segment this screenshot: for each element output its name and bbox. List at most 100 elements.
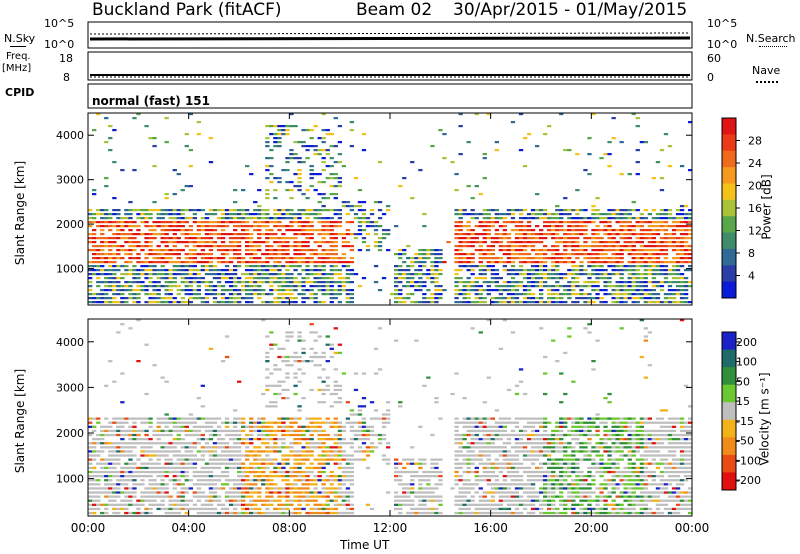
heatmap-cell [329,392,334,396]
heatmap-cell [228,503,234,506]
heatmap-cell [241,438,246,441]
heatmap-cell [313,425,318,428]
heatmap-cell [152,364,157,367]
heatmap-cell [635,285,640,288]
heatmap-cell [414,511,419,515]
heatmap-cell [249,466,254,470]
heatmap-cell [297,177,302,180]
heatmap-cell [494,149,500,152]
heatmap-cell [216,495,222,498]
heatmap-cell [349,273,355,276]
heatmap-cell [466,213,471,216]
heatmap-cell [506,245,512,248]
heatmap-cell [152,253,157,256]
heatmap-cell [539,249,544,252]
heatmap-cell [611,245,616,248]
heatmap-cell [92,273,97,276]
heatmap-cell [317,491,322,494]
heatmap-cell [655,233,661,236]
heatmap-cell [148,277,153,280]
heatmap-cell [337,257,343,260]
heatmap-cell [309,173,314,176]
heatmap-cell [349,454,355,457]
heatmap-cell [458,153,463,156]
heatmap-cell [426,273,431,276]
heatmap-cell [490,245,496,248]
heatmap-cell [116,442,121,445]
heatmap-cell [196,277,202,280]
heatmap-cell [526,470,532,474]
heatmap-cell [156,261,161,264]
heatmap-cell [490,503,496,506]
heatmap-cell [88,470,93,474]
heatmap-cell [212,483,218,486]
heatmap-cell [184,221,189,224]
heatmap-cell [168,495,173,498]
heatmap-cell [144,343,149,346]
heatmap-cell [208,450,214,453]
heatmap-cell [132,221,137,224]
heatmap-cell [224,297,230,300]
heatmap-cell [329,425,334,428]
heatmap-cell [454,189,459,192]
heatmap-cell [313,153,318,156]
heatmap-cell [200,511,206,515]
heatmap-cell [124,503,129,506]
heatmap-cell [301,454,306,457]
heatmap-cell [470,229,475,232]
heatmap-cell [337,487,343,490]
heatmap-cell [152,285,157,288]
heatmap-cell [466,269,471,272]
heatmap-cell [623,249,628,252]
heatmap-cell [156,253,161,256]
heatmap-cell [160,213,165,216]
heatmap-cell [180,466,185,470]
heatmap-cell [526,297,532,300]
heatmap-cell [494,421,500,424]
heatmap-cell [132,237,137,240]
heatmap-cell [418,249,423,252]
heatmap-cell [567,213,572,216]
heatmap-cell [269,483,274,486]
heatmap-cell [514,499,520,502]
heatmap-cell [655,253,661,256]
heatmap-cell [361,433,367,437]
heatmap-cell [377,438,383,441]
heatmap-cell [470,499,475,502]
heatmap-cell [116,331,121,334]
heatmap-cell [514,425,520,428]
heatmap-cell [478,297,483,300]
heatmap-cell [502,217,508,220]
heatmap-cell [88,233,93,236]
heatmap-cell [506,301,512,304]
heatmap-cell [482,301,487,304]
heatmap-cell [647,233,653,236]
heatmap-cell [176,237,181,240]
heatmap-cell [265,384,270,387]
heatmap-cell [136,285,141,288]
heatmap-cell [285,507,290,511]
heatmap-cell [426,499,431,502]
heatmap-cell [228,479,234,482]
heatmap-cell [269,173,274,176]
heatmap-cell [462,285,467,288]
heatmap-cell [458,277,463,280]
heatmap-cell [289,454,294,457]
heatmap-cell [204,289,210,292]
heatmap-cell [152,301,157,304]
heatmap-cell [526,237,532,240]
heatmap-cell [675,277,681,280]
heatmap-cell [144,487,149,490]
heatmap-cell [345,221,351,224]
heatmap-cell [116,487,121,490]
heatmap-cell [88,297,93,300]
heatmap-cell [277,446,282,449]
heatmap-cell [506,495,512,498]
heatmap-cell [269,433,274,437]
heatmap-cell [204,241,210,244]
heatmap-cell [345,281,351,284]
heatmap-cell [575,253,580,256]
heatmap-cell [422,213,427,216]
heatmap-cell [208,475,214,478]
heatmap-cell [518,221,524,224]
